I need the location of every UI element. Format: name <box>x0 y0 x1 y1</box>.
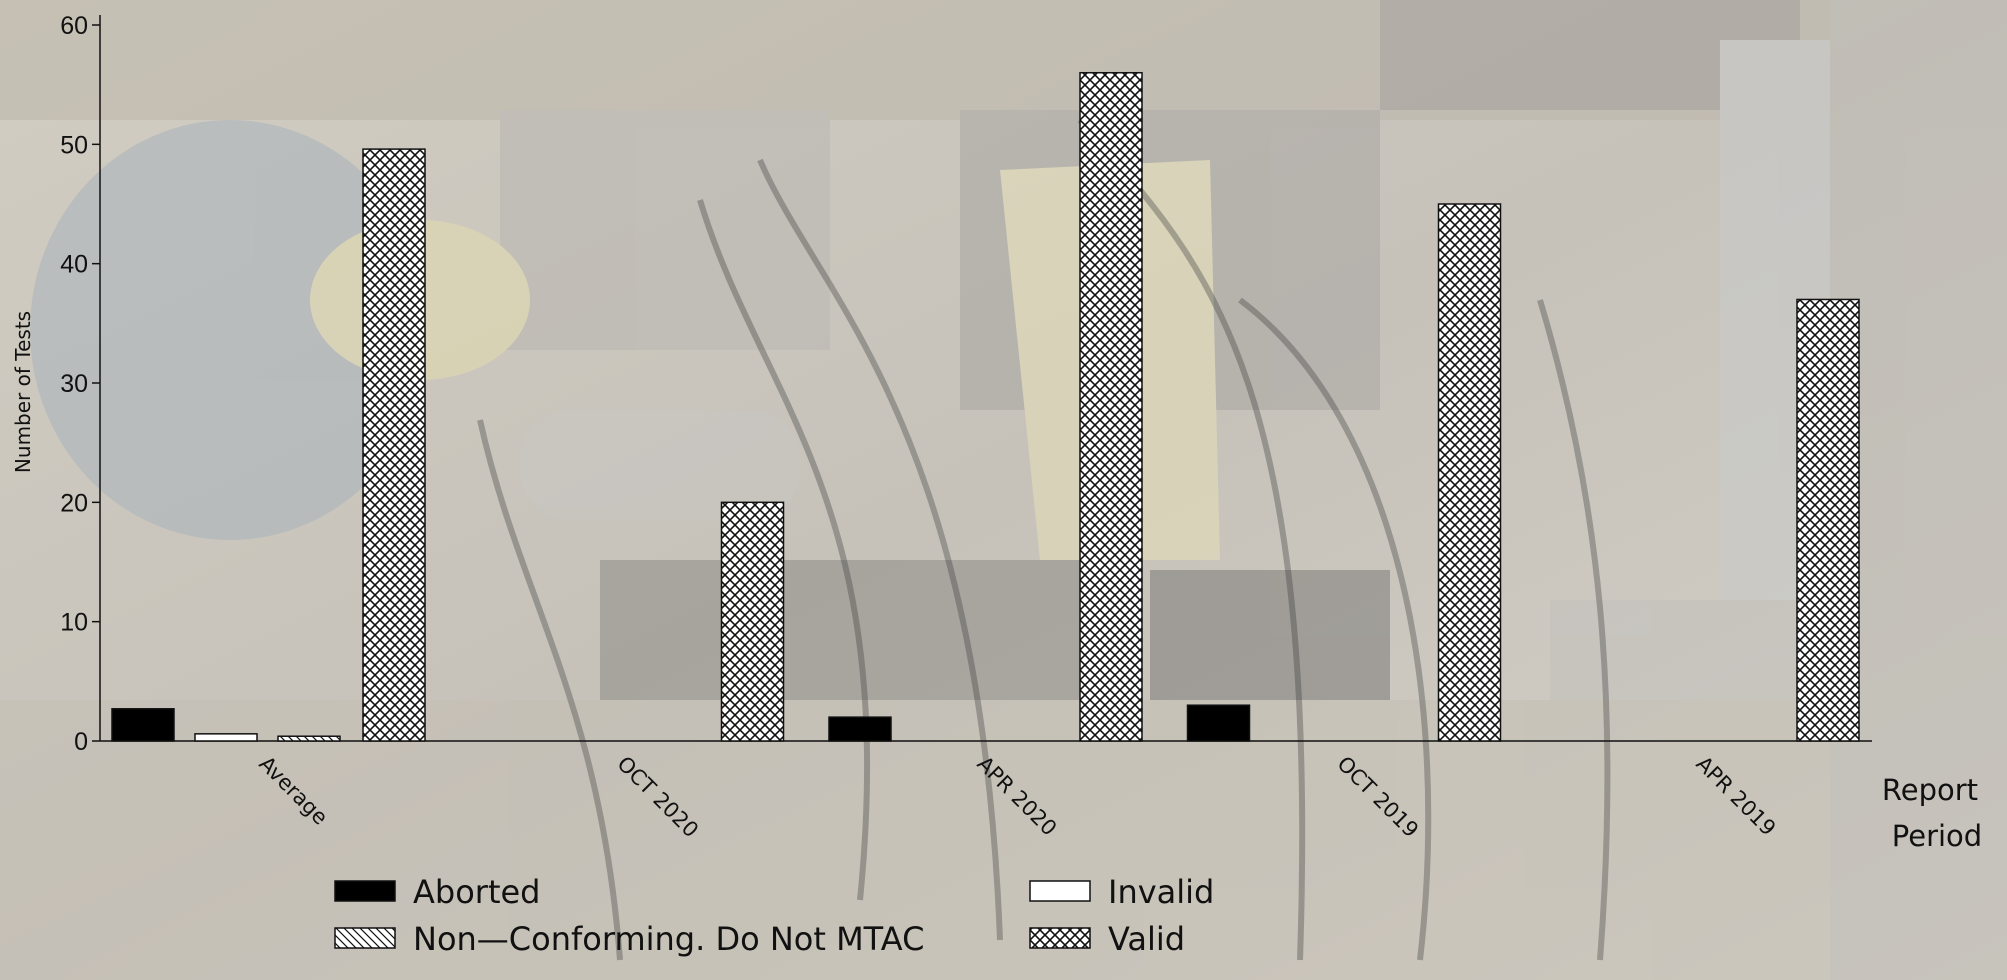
bar-valid-apr-2019 <box>1796 298 1860 742</box>
y-tick-label: 10 <box>60 609 88 637</box>
bar-non-conforming-do-not-mtac-average <box>277 735 341 742</box>
y-tick-label: 20 <box>60 489 88 517</box>
legend-label: Non—Conforming. Do Not MTAC <box>413 920 924 958</box>
x-tick-label: APR 2019 <box>1691 752 1780 841</box>
y-axis-title: Number of Tests <box>11 311 35 473</box>
y-tick-label: 0 <box>74 728 88 756</box>
category-labels: Average OCT 2020 APR 2020 OCT 2019 APR 2019 <box>254 752 1780 843</box>
legend-swatch <box>334 927 396 949</box>
x-tick-label: Average <box>254 752 332 830</box>
x-tick-label: OCT 2020 <box>612 752 703 843</box>
x-tick-label: APR 2020 <box>972 752 1061 841</box>
bar-aborted-average <box>111 708 175 742</box>
y-tick-label: 30 <box>60 370 88 398</box>
legend-swatch <box>1029 927 1091 949</box>
y-tick-label: 40 <box>60 251 88 279</box>
bar-valid-average <box>362 148 426 742</box>
y-tick-label: 50 <box>60 131 88 159</box>
bar-valid-oct-2019 <box>1437 203 1502 742</box>
legend-label: Aborted <box>413 873 540 911</box>
x-axis-title-line2: Period <box>1892 819 1982 853</box>
legend-label: Invalid <box>1108 873 1214 911</box>
bar-aborted-oct-2019 <box>1186 704 1251 742</box>
bar-aborted-apr-2020 <box>828 716 892 742</box>
x-axis-title-line1: Report <box>1882 773 1978 807</box>
legend: Aborted Invalid Non—Conforming. Do Not MTA… <box>334 873 1214 958</box>
bar-valid-apr-2020 <box>1079 71 1143 742</box>
legend-label: Valid <box>1108 920 1185 958</box>
legend-swatch <box>1029 880 1091 902</box>
legend-swatch <box>334 880 396 902</box>
chart-axes: 0 10 20 30 40 50 60 <box>60 12 1872 756</box>
bar-invalid-average <box>194 733 258 742</box>
y-tick-label: 60 <box>60 12 88 40</box>
bar-valid-oct-2020 <box>720 501 785 742</box>
chart-bars <box>111 71 1860 742</box>
x-tick-label: OCT 2019 <box>1332 752 1423 843</box>
